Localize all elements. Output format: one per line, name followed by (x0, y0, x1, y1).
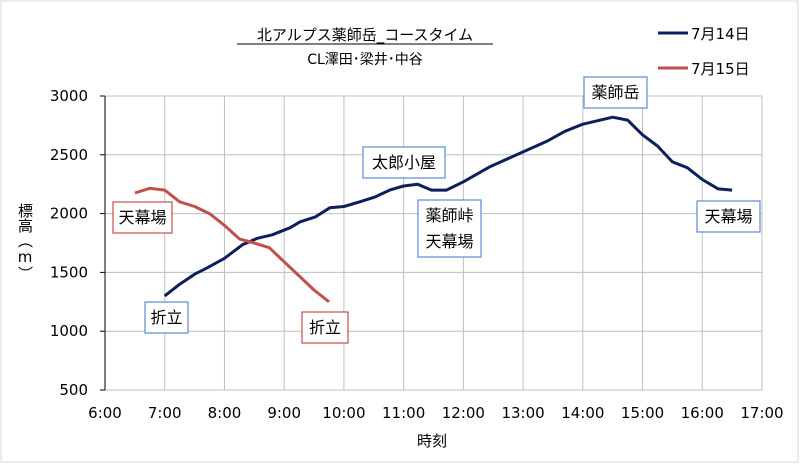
annotation-box (696, 200, 761, 233)
annotation-label: 天幕場 (696, 200, 761, 233)
x-tick-label: 11:00 (382, 404, 425, 422)
x-tick-label: 12:00 (442, 404, 485, 422)
annotation-box (112, 201, 173, 234)
x-tick-labels: 6:00 7:00 8:00 9:00 10:00 11:00 12:00 13:00 14:0… (88, 404, 783, 422)
chart-title: 北アルプス薬師岳_コースタイム (257, 26, 473, 45)
annotation-text: 天幕場 (704, 207, 752, 226)
legend-label-0: 7月14日 (691, 25, 750, 43)
x-tick-label: 7:00 (148, 404, 182, 422)
chart-subtitle: CL澤田･梁井･中谷 (307, 52, 423, 68)
y-tick-label: 1000 (50, 322, 88, 340)
series-lines (134, 115, 733, 303)
x-tick-label: 8:00 (208, 404, 242, 422)
annotation-label: 太郎小屋 (362, 146, 446, 179)
annotation-text: 折立 (309, 318, 341, 337)
y-tick-label: 500 (59, 381, 88, 399)
x-tick-label: 6:00 (88, 404, 122, 422)
y-tick-labels: 500 1000 1500 2000 2500 3000 (50, 87, 88, 399)
annotation-text: 薬師岳 (591, 83, 639, 102)
y-tick-label: 3000 (50, 87, 88, 105)
legend-item-1: 7月15日 (658, 60, 750, 78)
legend: 7月14日 7月15日 (658, 25, 750, 78)
annotation-box (301, 311, 349, 344)
annotation-text: 天幕場 (118, 208, 166, 227)
x-tick-label: 9:00 (267, 404, 301, 422)
x-tick-label: 10:00 (322, 404, 365, 422)
annotation-label: 折立 (144, 301, 189, 334)
y-tick-label: 2500 (50, 146, 88, 164)
x-tick-label: 16:00 (681, 404, 724, 422)
annotation-text: 太郎小屋 (372, 153, 436, 172)
annotation-label: 薬師岳 (583, 76, 648, 109)
y-tick-label: 1500 (50, 263, 88, 281)
annotation-text: 天幕場 (425, 232, 473, 251)
x-tick-label: 14:00 (561, 404, 604, 422)
y-tick-label: 2000 (50, 205, 88, 223)
series-line-0 (163, 115, 733, 298)
annotation-text: 折立 (150, 308, 182, 327)
annotation-box (362, 146, 446, 179)
legend-item-0: 7月14日 (658, 25, 750, 43)
x-tick-label: 15:00 (621, 404, 664, 422)
series-line-1 (134, 186, 330, 303)
annotation-box (583, 76, 648, 109)
annotation-label: 天幕場 (112, 201, 173, 234)
legend-label-1: 7月15日 (691, 60, 750, 78)
annotation-box (144, 301, 189, 334)
y-axis-title: 標高（m） (16, 203, 34, 281)
x-tick-label: 17:00 (740, 404, 783, 422)
x-tick-label: 13:00 (501, 404, 544, 422)
annotation-label: 折立 (301, 311, 349, 344)
annotation-box (417, 199, 482, 258)
x-axis-title: 時刻 (417, 432, 447, 450)
annotation-text: 薬師峠 (425, 206, 473, 225)
